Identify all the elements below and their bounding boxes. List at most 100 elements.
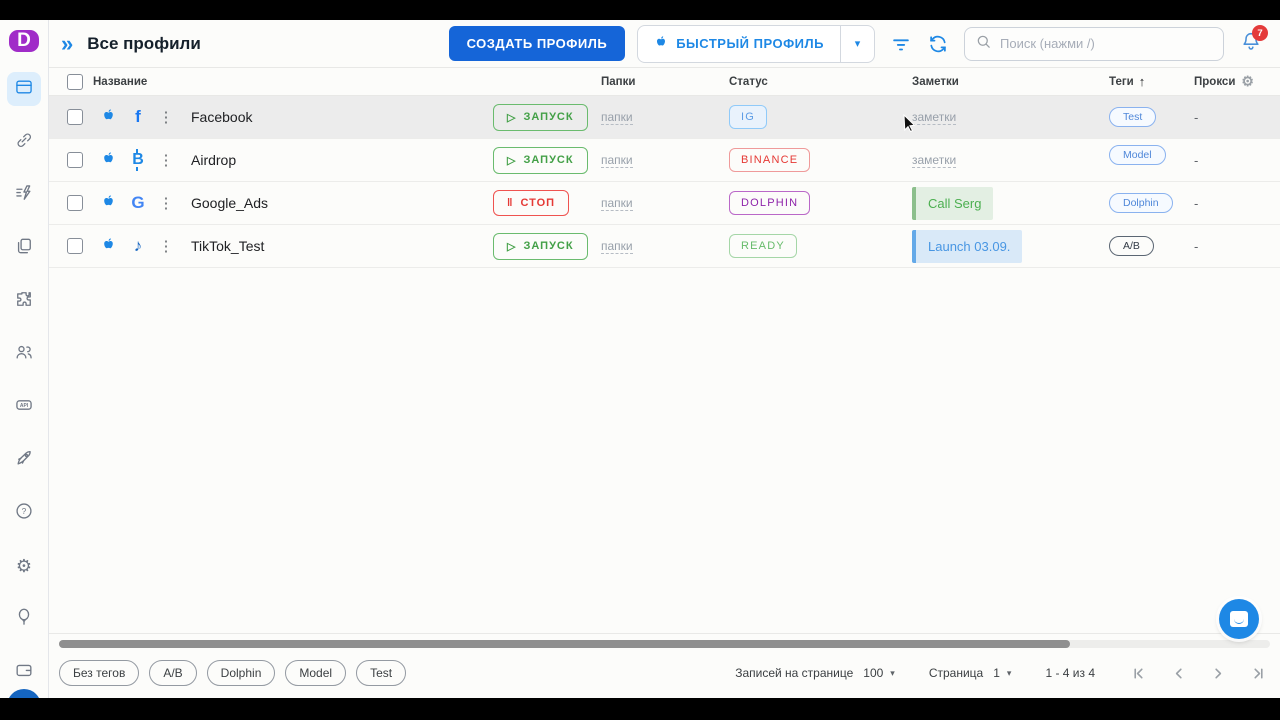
table-row[interactable]: B ⋮ Airdrop ▷ ЗАПУСК папки BINANCE замет… bbox=[49, 139, 1280, 182]
table-row[interactable]: G ⋮ Google_Ads ‖ СТОП папки DOLPHIN Call… bbox=[49, 182, 1280, 225]
tag-filter-dolphin[interactable]: Dolphin bbox=[206, 660, 276, 686]
proxy-value: - bbox=[1194, 238, 1199, 254]
tag-filter-ab[interactable]: A/B bbox=[149, 660, 197, 686]
sidebar-item-team[interactable] bbox=[7, 337, 41, 371]
user-avatar[interactable]: AL bbox=[7, 689, 41, 698]
apple-icon bbox=[93, 151, 123, 169]
proxy-settings-icon[interactable]: ⚙ bbox=[1241, 73, 1254, 89]
proxy-value: - bbox=[1194, 152, 1199, 168]
tag-pill[interactable]: A/B bbox=[1109, 236, 1154, 256]
sidebar-item-help[interactable]: ? bbox=[7, 496, 41, 530]
pagination: Записей на странице 100 ▾ Страница 1 ▾ 1… bbox=[735, 666, 1266, 681]
sidebar-item-proxy[interactable] bbox=[7, 125, 41, 159]
row-checkbox[interactable] bbox=[67, 152, 83, 168]
quick-profile-caret[interactable]: ▾ bbox=[840, 25, 874, 62]
header-tags-label: Теги bbox=[1109, 75, 1134, 88]
status-badge[interactable]: DOLPHIN bbox=[729, 191, 811, 215]
table-header: Название Папки Статус Заметки Теги ↑ Про… bbox=[49, 68, 1280, 96]
support-chat-button[interactable] bbox=[1219, 599, 1259, 639]
table-row[interactable]: f ⋮ Facebook ▷ ЗАПУСК папки IG заметки T… bbox=[49, 96, 1280, 139]
select-all-checkbox[interactable] bbox=[67, 73, 83, 90]
facebook-icon: f bbox=[135, 107, 141, 126]
proxy-value: - bbox=[1194, 109, 1199, 125]
toolbar: » Все профили СОЗДАТЬ ПРОФИЛЬ БЫСТРЫЙ ПР… bbox=[49, 20, 1280, 68]
google-icon: G bbox=[131, 193, 145, 212]
sidebar-item-automation[interactable] bbox=[7, 178, 41, 212]
next-page-icon[interactable] bbox=[1211, 666, 1226, 681]
header-proxy-label: Прокси bbox=[1194, 75, 1236, 88]
page-select[interactable]: 1 ▾ bbox=[993, 666, 1011, 680]
row-menu-button[interactable]: ⋮ bbox=[158, 109, 174, 126]
row-checkbox[interactable] bbox=[67, 238, 83, 254]
status-badge[interactable]: READY bbox=[729, 234, 797, 258]
bottom-bar: Без тегов A/B Dolphin Model Test Записей… bbox=[49, 633, 1280, 698]
tag-filter-test[interactable]: Test bbox=[356, 660, 407, 686]
tag-pill[interactable]: Test bbox=[1109, 107, 1157, 127]
tag-pill[interactable]: Model bbox=[1109, 145, 1166, 165]
folders-link[interactable]: папки bbox=[601, 195, 633, 211]
rocket-icon bbox=[14, 448, 34, 473]
gear-icon: ⚙ bbox=[15, 556, 33, 576]
row-menu-button[interactable]: ⋮ bbox=[158, 152, 174, 169]
caret-down-icon: ▾ bbox=[890, 667, 895, 678]
folders-link[interactable]: папки bbox=[601, 152, 633, 168]
create-profile-button[interactable]: СОЗДАТЬ ПРОФИЛЬ bbox=[448, 26, 626, 61]
notifications-button[interactable]: 7 bbox=[1240, 25, 1268, 57]
search-box[interactable] bbox=[964, 26, 1224, 61]
quick-profile-button[interactable]: БЫСТРЫЙ ПРОФИЛЬ bbox=[638, 26, 840, 62]
automation-icon bbox=[14, 183, 34, 208]
tag-pill[interactable]: Dolphin bbox=[1109, 193, 1173, 213]
note-block[interactable]: Launch 03.09. bbox=[912, 230, 1023, 263]
notes-link[interactable]: заметки bbox=[912, 152, 957, 168]
note-block[interactable]: Call Serg bbox=[912, 187, 994, 220]
header-tags[interactable]: Теги ↑ bbox=[1109, 74, 1194, 89]
balloon-icon bbox=[14, 607, 34, 632]
collapse-sidebar-icon[interactable]: » bbox=[61, 30, 74, 56]
status-badge[interactable]: IG bbox=[729, 105, 768, 129]
refresh-icon[interactable] bbox=[927, 33, 949, 55]
table-row[interactable]: ♪ ⋮ TikTok_Test ▷ ЗАПУСК папки READY Lau… bbox=[49, 225, 1280, 268]
sidebar-item-start[interactable] bbox=[7, 443, 41, 477]
caret-down-icon: ▾ bbox=[1006, 667, 1012, 678]
prev-page-icon[interactable] bbox=[1171, 666, 1186, 681]
link-icon bbox=[14, 130, 34, 155]
row-menu-button[interactable]: ⋮ bbox=[158, 195, 174, 212]
bitcoin-glyph: B bbox=[132, 151, 144, 168]
last-page-icon[interactable] bbox=[1251, 666, 1266, 681]
stop-button[interactable]: ‖ СТОП bbox=[493, 190, 570, 216]
sidebar-item-templates[interactable] bbox=[7, 231, 41, 265]
tiktok-icon: ♪ bbox=[133, 236, 143, 255]
first-page-icon[interactable] bbox=[1131, 666, 1146, 681]
horizontal-scrollbar[interactable] bbox=[59, 640, 1270, 648]
sidebar-item-api[interactable]: API bbox=[7, 390, 41, 424]
status-badge[interactable]: BINANCE bbox=[729, 148, 811, 172]
launch-button[interactable]: ▷ ЗАПУСК bbox=[493, 146, 588, 174]
copy-pages-icon bbox=[14, 236, 34, 261]
row-menu-button[interactable]: ⋮ bbox=[158, 238, 174, 255]
tag-filter-model[interactable]: Model bbox=[285, 660, 347, 686]
scrollbar-thumb[interactable] bbox=[59, 640, 1071, 648]
sidebar-item-extensions[interactable] bbox=[7, 284, 41, 318]
footer: Без тегов A/B Dolphin Model Test Записей… bbox=[49, 652, 1280, 698]
sidebar-item-profiles[interactable] bbox=[7, 72, 41, 106]
profile-name: Facebook bbox=[191, 109, 253, 125]
row-checkbox[interactable] bbox=[67, 109, 83, 125]
folders-link[interactable]: папки bbox=[601, 238, 633, 254]
filter-icon[interactable] bbox=[890, 33, 912, 55]
sidebar-item-settings[interactable]: ⚙ bbox=[7, 549, 41, 583]
row-checkbox[interactable] bbox=[67, 195, 83, 211]
sidebar-item-referral[interactable] bbox=[7, 602, 41, 636]
launch-button[interactable]: ▷ ЗАПУСК bbox=[493, 103, 588, 131]
profile-name: Airdrop bbox=[191, 152, 237, 168]
launch-button[interactable]: ▷ ЗАПУСК bbox=[493, 232, 588, 260]
per-page-select[interactable]: 100 ▾ bbox=[863, 666, 895, 680]
play-icon: ▷ bbox=[507, 111, 517, 124]
sidebar: D bbox=[0, 20, 49, 698]
sidebar-item-billing[interactable] bbox=[7, 655, 41, 689]
help-icon: ? bbox=[14, 501, 34, 526]
notes-link[interactable]: заметки bbox=[912, 109, 957, 125]
search-input[interactable] bbox=[1000, 36, 1213, 51]
folders-link[interactable]: папки bbox=[601, 109, 633, 125]
tag-filter-no-tags[interactable]: Без тегов bbox=[59, 660, 140, 686]
sort-asc-icon: ↑ bbox=[1138, 74, 1146, 89]
